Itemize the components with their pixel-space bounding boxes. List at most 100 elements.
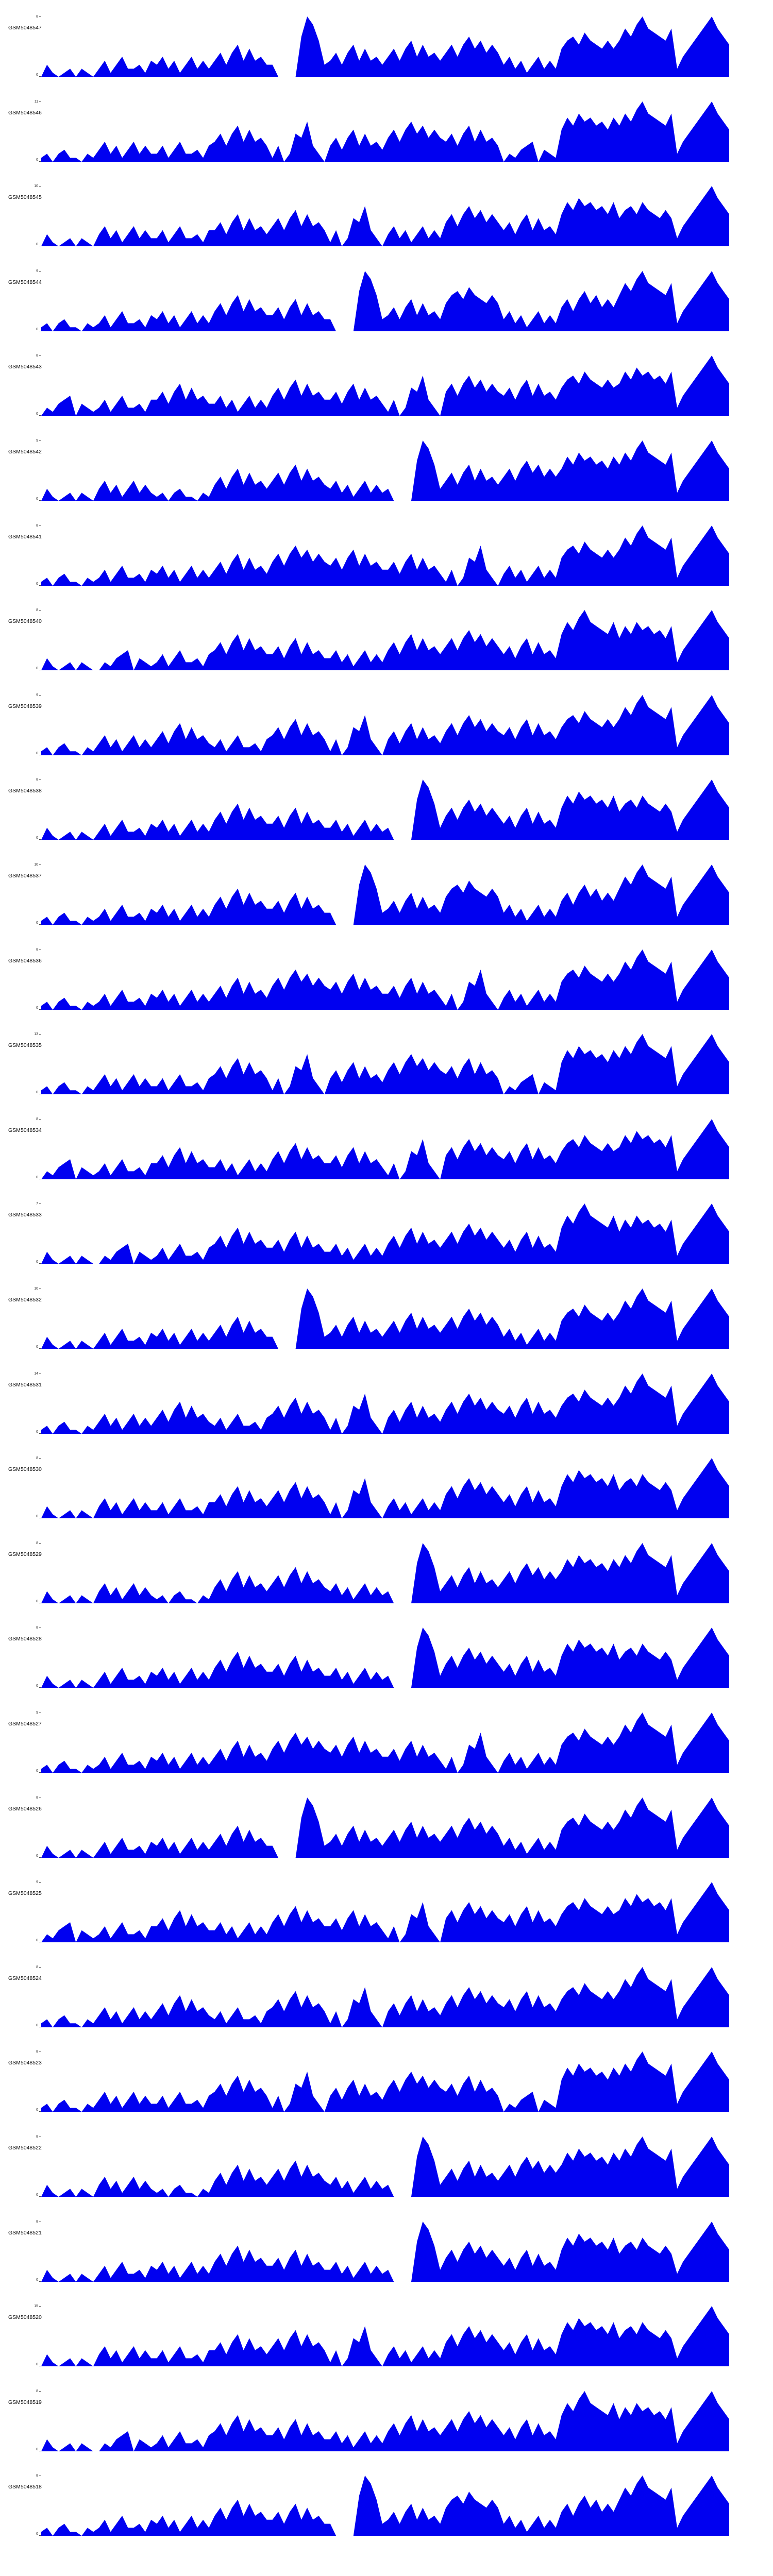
yaxis-zero-label: 0 [36,2363,38,2367]
coverage-area [41,779,729,840]
yaxis-max-label: 13 [34,1032,38,1037]
yaxis-max-label: 8 [36,523,38,528]
yaxis-tick [39,779,41,781]
track-label: GSM5048541 [8,533,42,540]
signal-polygon [41,1204,729,1264]
yaxis-tick [39,1857,41,1858]
coverage-area [41,1289,729,1349]
yaxis-max-label: 8 [36,2474,38,2478]
track-label: GSM5048526 [8,1805,42,1812]
signal-polygon [41,2052,729,2112]
signal-polygon [41,440,729,501]
signal-polygon [41,101,729,162]
track-row: GSM5048520 15 0 [0,2303,773,2388]
coverage-area [41,440,729,501]
track-row: GSM5048531 14 0 [0,1370,773,1455]
track-label: GSM5048538 [8,788,42,794]
yaxis-zero-label: 0 [36,1769,38,1773]
coverage-area [41,1204,729,1264]
coverage-area [41,1118,729,1179]
yaxis-max-label: 10 [34,184,38,189]
track-row: GSM5048532 10 0 [0,1285,773,1370]
yaxis-tick [39,2281,41,2282]
signal-polygon [41,610,729,671]
coverage-area [41,865,729,925]
yaxis-tick [39,1118,41,1120]
coverage-area [41,270,729,331]
yaxis-zero-label: 0 [36,1939,38,1943]
coverage-area [41,2137,729,2197]
track-label: GSM5048540 [8,618,42,625]
track-row: GSM5048524 8 0 [0,1964,773,2049]
coverage-area [41,2052,729,2112]
signal-polygon [41,1034,729,1095]
yaxis-max-label: 9 [36,693,38,697]
yaxis-tick [39,694,41,696]
yaxis-max-label: 9 [36,439,38,443]
signal-polygon [41,1458,729,1519]
track-row: GSM5048545 10 0 [0,183,773,268]
signal-polygon [41,1967,729,2027]
coverage-area [41,1628,729,1688]
track-row: GSM5048538 8 0 [0,776,773,861]
signal-polygon [41,525,729,586]
yaxis-max-label: 8 [36,778,38,782]
yaxis-zero-label: 0 [36,1091,38,1095]
track-label: GSM5048537 [8,873,42,879]
track-row: GSM5048527 9 0 [0,1709,773,1794]
yaxis-tick [39,2391,41,2392]
track-label: GSM5048543 [8,364,42,370]
track-label: GSM5048521 [8,2229,42,2236]
yaxis-max-label: 8 [36,1795,38,1800]
yaxis-tick [39,355,41,357]
signal-polygon [41,16,729,77]
yaxis-zero-label: 0 [36,667,38,671]
track-label: GSM5048518 [8,2484,42,2490]
track-row: GSM5048521 8 0 [0,2218,773,2303]
signal-polygon [41,2221,729,2282]
yaxis-tick [39,440,41,441]
signal-polygon [41,2306,729,2367]
yaxis-max-label: 8 [36,947,38,952]
track-label: GSM5048546 [8,109,42,116]
yaxis-max-label: 10 [34,863,38,867]
track-label: GSM5048535 [8,1042,42,1049]
yaxis-max-label: 8 [36,1456,38,1461]
yaxis-tick [39,2111,41,2112]
coverage-area [41,16,729,77]
yaxis-zero-label: 0 [36,1260,38,1264]
track-row: GSM5048543 8 0 [0,352,773,437]
coverage-area [41,1882,729,1943]
yaxis-zero-label: 0 [36,2447,38,2451]
yaxis-max-label: 8 [36,2135,38,2139]
yaxis-zero-label: 0 [36,243,38,247]
coverage-area [41,1713,729,1773]
yaxis-max-label: 11 [34,99,38,104]
yaxis-max-label: 14 [34,1371,38,1376]
yaxis-max-label: 15 [34,2304,38,2309]
yaxis-zero-label: 0 [36,2532,38,2536]
yaxis-max-label: 9 [36,269,38,273]
track-label: GSM5048539 [8,703,42,709]
signal-polygon [41,694,729,755]
signal-polygon [41,779,729,840]
track-label: GSM5048532 [8,1297,42,1303]
coverage-area [41,1543,729,1603]
yaxis-zero-label: 0 [36,2108,38,2112]
coverage-area [41,2221,729,2282]
track-label: GSM5048530 [8,1466,42,1473]
yaxis-max-label: 8 [36,1541,38,1545]
coverage-area [41,610,729,671]
coverage-area [41,355,729,416]
coverage-area [41,1034,729,1095]
yaxis-zero-label: 0 [36,1006,38,1010]
yaxis-max-label: 8 [36,2050,38,2054]
coverage-area [41,525,729,586]
coverage-area [41,1797,729,1858]
coverage-area [41,1967,729,2027]
coverage-area [41,2476,729,2536]
track-label: GSM5048524 [8,1975,42,1981]
yaxis-tick [39,270,41,272]
coverage-area [41,186,729,247]
signal-polygon [41,270,729,331]
